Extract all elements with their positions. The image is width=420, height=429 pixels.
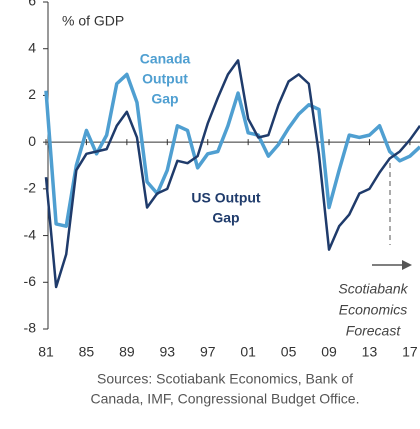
us-annotation: US Output Gap bbox=[191, 190, 261, 226]
annotation-line: Forecast bbox=[346, 323, 402, 339]
y-tick-label: 2 bbox=[28, 86, 36, 102]
y-tick-label: 6 bbox=[28, 0, 36, 9]
forecast-arrowhead bbox=[402, 260, 412, 270]
x-tick-label: 89 bbox=[119, 344, 135, 360]
annotation-line: Gap bbox=[212, 210, 239, 226]
x-tick-label: 93 bbox=[160, 344, 176, 360]
y-tick-label: 4 bbox=[28, 39, 36, 55]
y-tick-label: 0 bbox=[28, 133, 36, 149]
source-line: Sources: Scotiabank Economics, Bank of bbox=[97, 371, 353, 387]
series-line bbox=[44, 59, 420, 289]
series-line bbox=[44, 72, 420, 228]
x-tick-label: 97 bbox=[200, 344, 216, 360]
annotation-line: Canada bbox=[140, 51, 191, 67]
annotation-line: Economics bbox=[339, 302, 407, 318]
annotation-line: Output bbox=[142, 71, 188, 87]
x-tick-label: 85 bbox=[79, 344, 95, 360]
y-tick-label: -4 bbox=[24, 226, 37, 242]
canada-annotation: Canada Output Gap bbox=[140, 51, 191, 107]
forecast-annotation: Scotiabank Economics Forecast bbox=[338, 281, 408, 339]
x-tick-label: 05 bbox=[281, 344, 297, 360]
y-tick-label: -8 bbox=[24, 320, 37, 336]
y-tick-label: -2 bbox=[24, 180, 37, 196]
annotation-line: Gap bbox=[151, 91, 178, 107]
y-tick-label: -6 bbox=[24, 273, 37, 289]
y-axis-label: % of GDP bbox=[62, 13, 124, 29]
x-tick-label: 13 bbox=[362, 344, 378, 360]
x-tick-label: 09 bbox=[321, 344, 337, 360]
x-tick-label: 17 bbox=[402, 344, 418, 360]
annotation-line: US Output bbox=[191, 190, 261, 206]
x-tick-label: 01 bbox=[240, 344, 256, 360]
x-tick-label: 81 bbox=[38, 344, 54, 360]
annotation-line: Scotiabank bbox=[338, 281, 408, 297]
source-line: Canada, IMF, Congressional Budget Office… bbox=[90, 391, 359, 407]
